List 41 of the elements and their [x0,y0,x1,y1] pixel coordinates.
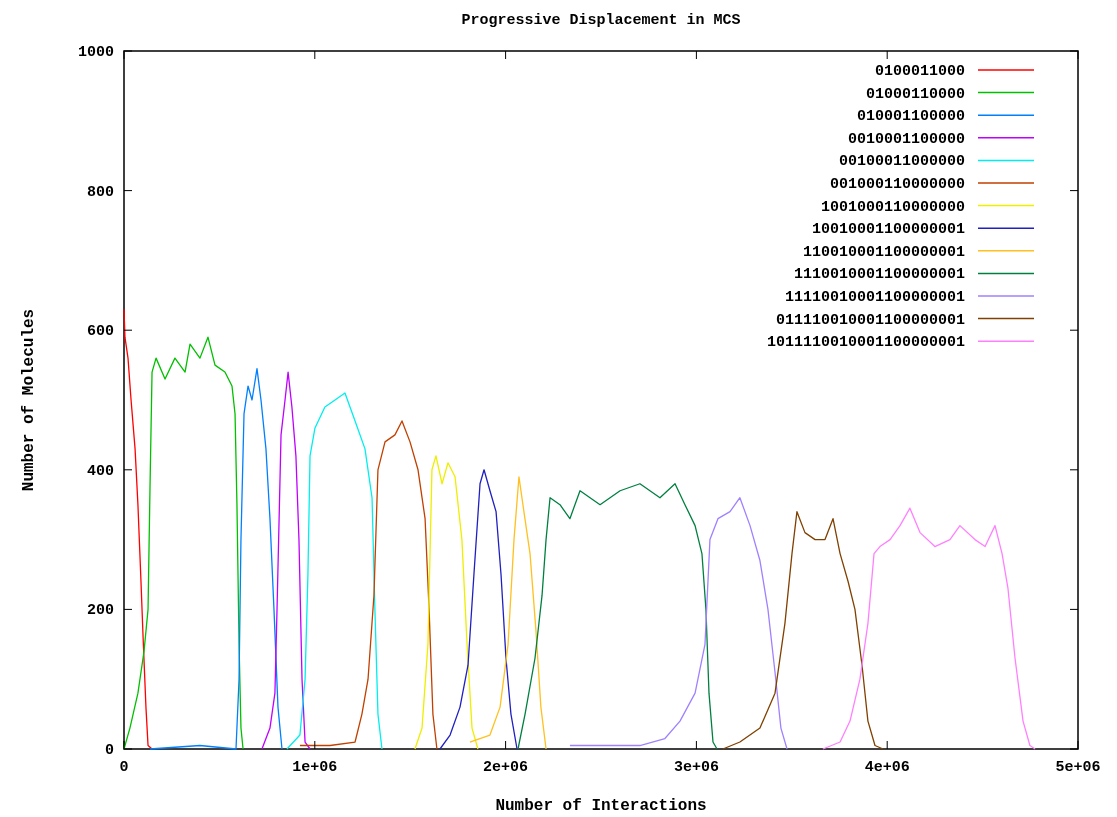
line-series [123,336,244,750]
legend-label: 11110010001100000001 [784,289,965,306]
legend-label: 110010001100000001 [802,243,965,261]
line-series [822,507,1036,750]
legend-label: 1011110010001100000001 [766,334,965,352]
x-tick-label: 2e+06 [483,759,529,776]
legend-label: 0100011000 [874,63,965,80]
line-series [414,455,479,750]
legend-label: 0010001100000 [847,130,965,148]
legend-label: 01000110000 [865,85,965,103]
y-tick-label: 400 [86,462,114,480]
y-tick-label: 800 [86,183,114,201]
legend-label: 001000110000000 [829,176,965,193]
line-series [286,392,383,750]
legend-label: 1001000110000000 [820,198,965,216]
line-series [123,308,153,750]
x-tick-label: 1e+06 [292,759,338,776]
legend-label: 010001100000 [856,108,965,126]
line-series [469,476,547,750]
y-tick-label: 200 [86,602,114,620]
y-tick-label: 0 [104,742,114,759]
line-series [569,497,788,750]
line-series [722,511,884,750]
line-series [517,483,718,750]
line-series [149,367,283,750]
line-series [261,371,311,750]
legend-label: 10010001100000001 [811,221,965,239]
y-tick-label: 600 [86,323,114,341]
legend-label: 011110010001100000001 [775,311,965,329]
line-series [299,420,438,750]
x-tick-label: 3e+06 [673,759,719,776]
line-series [439,469,518,750]
y-axis-title: Number of Molecules [20,308,38,492]
x-tick-label: 0 [119,759,129,776]
legend-label: 00100011000000 [838,153,965,171]
x-tick-label: 4e+06 [864,759,910,776]
chart-title: Progressive Displacement in MCS [461,12,741,29]
legend-label: 1110010001100000001 [793,266,965,284]
x-axis-title: Number of Interactions [495,797,707,815]
x-tick-label: 5e+06 [1055,759,1101,776]
y-tick-label: 1000 [77,44,114,61]
